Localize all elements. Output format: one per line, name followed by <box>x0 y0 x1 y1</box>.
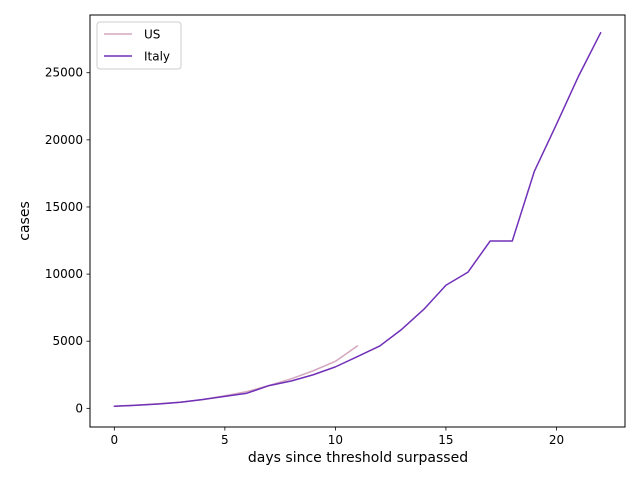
y-axis-ticks: 0 5000 10000 15000 20000 25000 <box>45 66 90 415</box>
plot-frame <box>89 14 626 428</box>
legend-label-us: US <box>144 28 160 42</box>
series-layer <box>113 31 602 408</box>
x-axis-label: days since threshold surpassed <box>248 450 468 466</box>
y-tick-label: 15000 <box>45 200 83 214</box>
x-tick-label: 5 <box>221 433 229 447</box>
x-tick-label: 10 <box>328 433 343 447</box>
x-tick-label: 15 <box>438 433 453 447</box>
y-axis-label: cases <box>17 201 33 240</box>
y-tick-label: 10000 <box>45 267 83 281</box>
series-line-italy <box>113 31 602 408</box>
y-tick-label: 0 <box>75 401 83 415</box>
legend-entries: US Italy <box>104 28 170 64</box>
x-axis-ticks: 0 5 10 15 20 <box>110 427 564 447</box>
legend: US Italy <box>96 21 182 70</box>
y-tick-label: 5000 <box>52 334 83 348</box>
y-tick-label: 20000 <box>45 133 83 147</box>
y-tick-label: 25000 <box>45 66 83 80</box>
legend-label-italy: Italy <box>144 50 170 64</box>
x-tick-label: 0 <box>110 433 118 447</box>
x-tick-label: 20 <box>549 433 564 447</box>
